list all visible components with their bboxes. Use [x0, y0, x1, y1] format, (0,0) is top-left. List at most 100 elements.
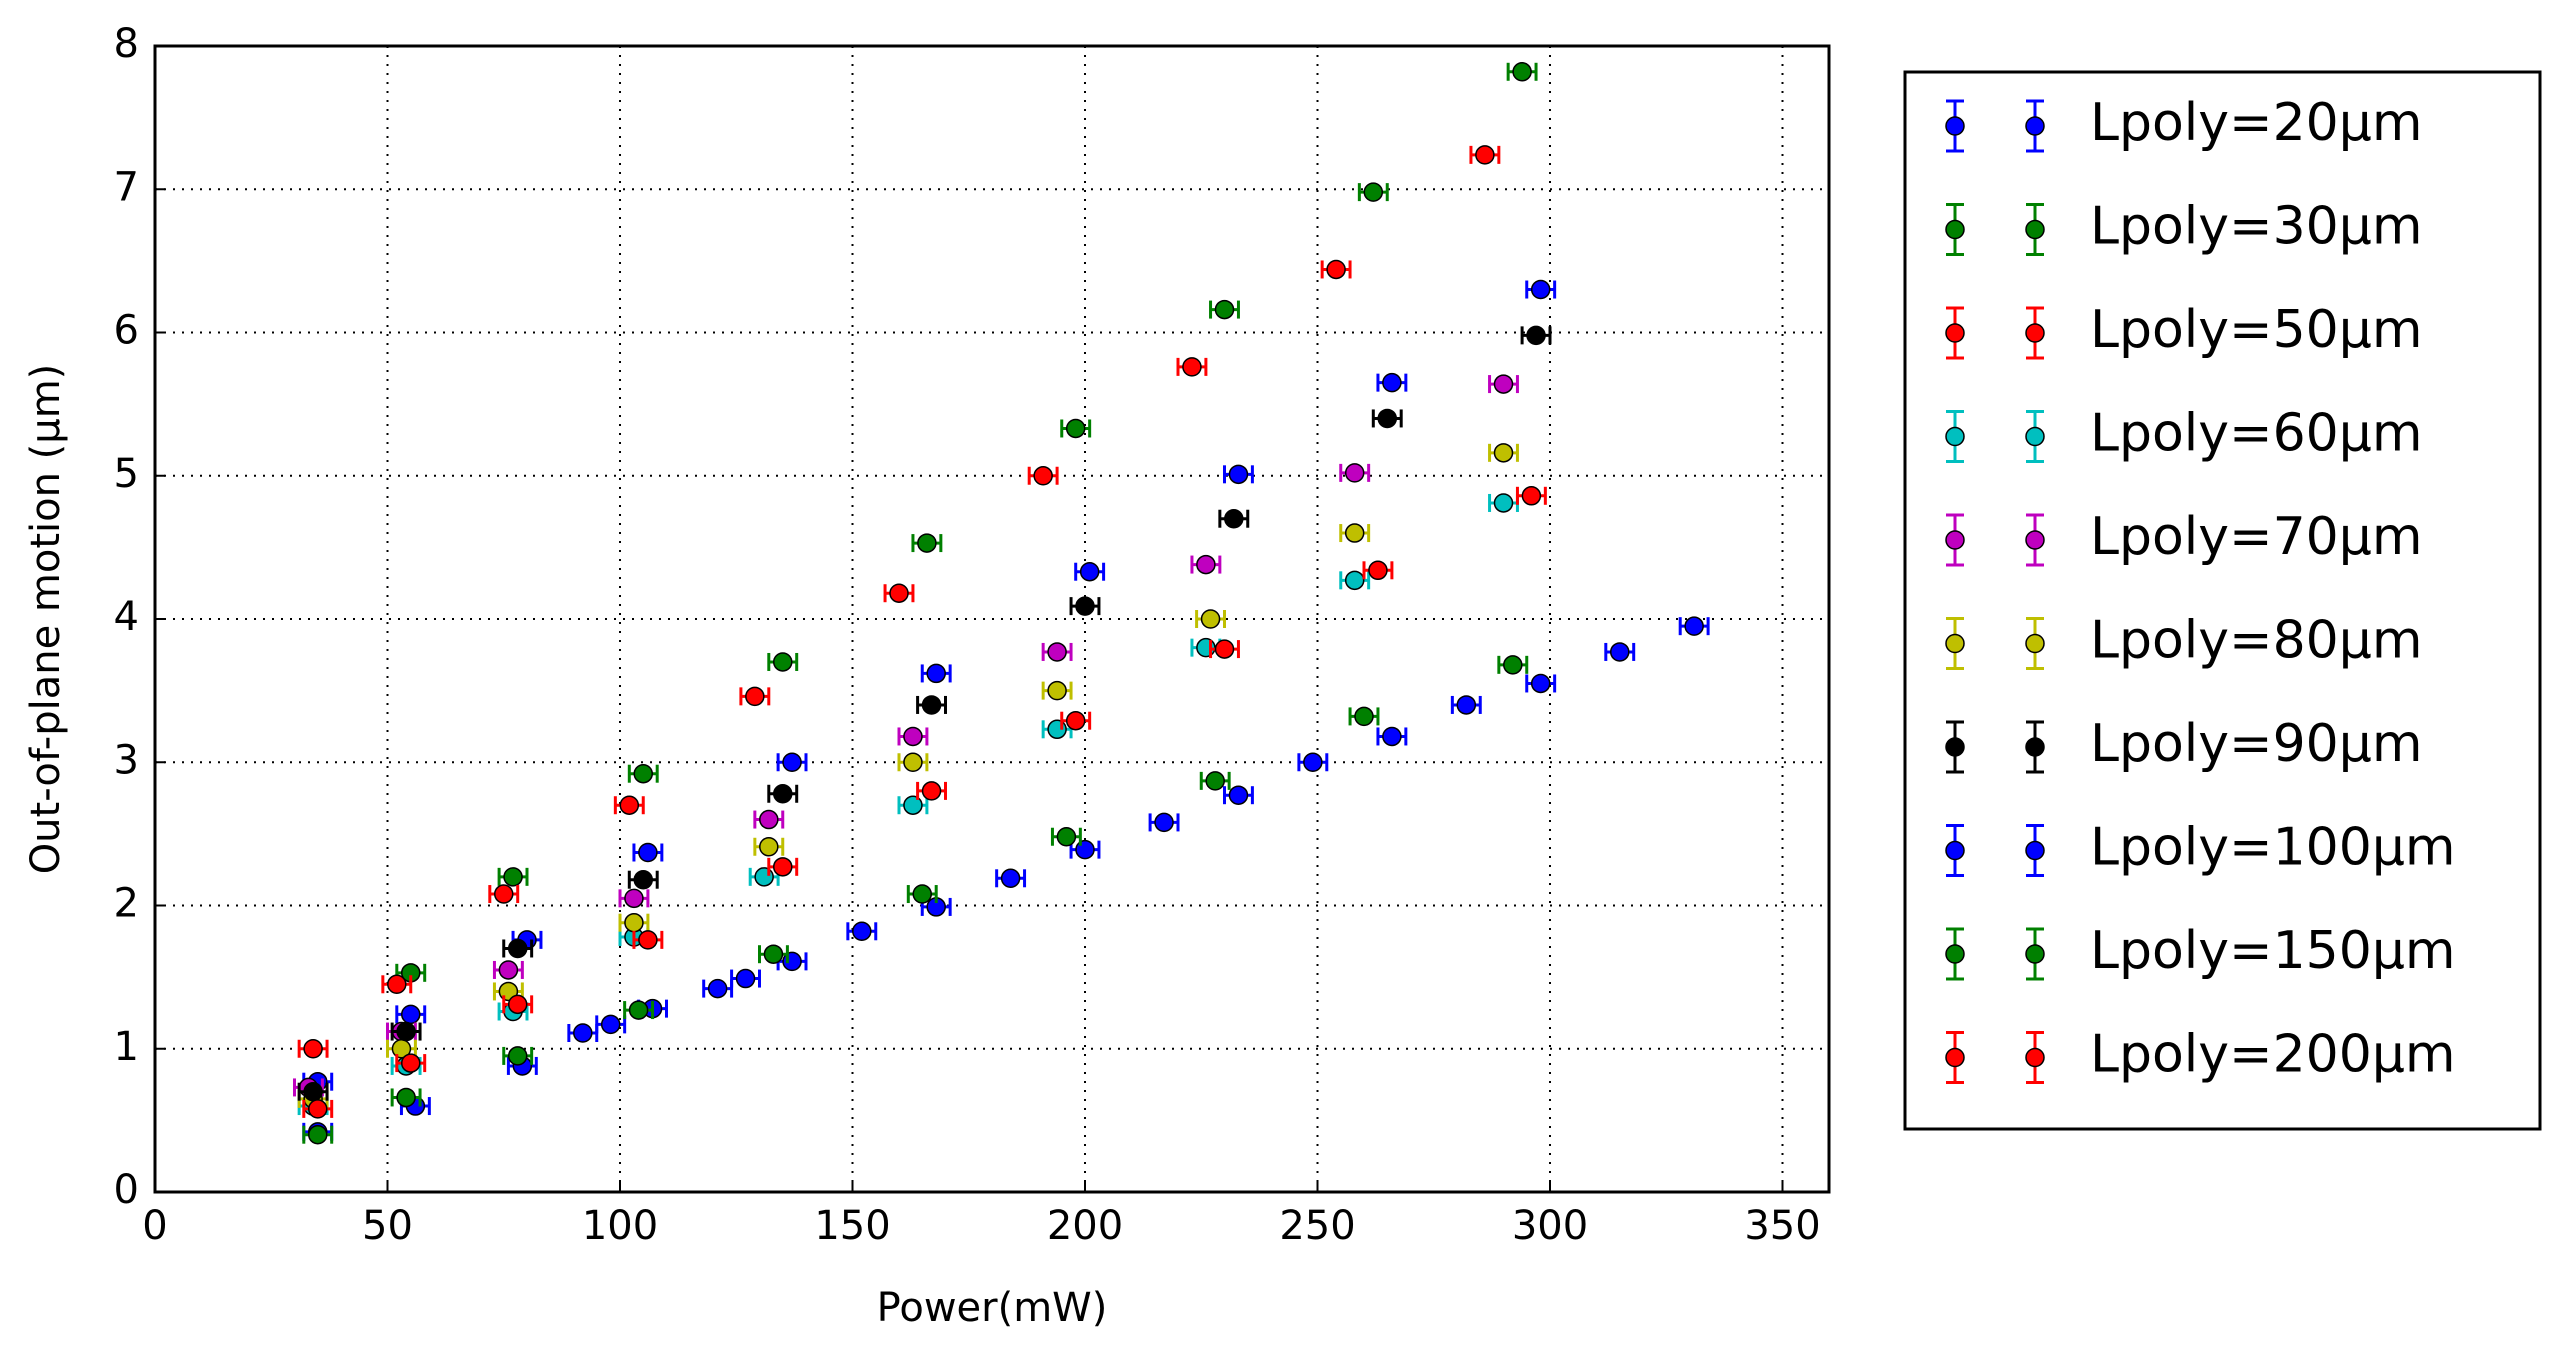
y-tick-label: 3	[114, 737, 139, 783]
point	[624, 888, 644, 909]
point	[600, 1014, 621, 1035]
point	[1493, 493, 1514, 513]
legend-marker	[1945, 944, 1965, 964]
point	[1512, 62, 1532, 82]
point	[759, 809, 779, 830]
point	[1047, 642, 1067, 662]
legend-marker	[2025, 737, 2045, 757]
point	[1228, 464, 1249, 485]
point	[763, 944, 784, 964]
point	[1493, 443, 1514, 463]
point	[1047, 719, 1067, 740]
legend-marker	[1945, 1047, 1965, 1068]
legend-label: Lpoly=150µm	[2090, 921, 2456, 981]
point	[503, 867, 523, 887]
legend-label: Lpoly=70µm	[2090, 507, 2423, 567]
point	[1047, 680, 1067, 701]
point	[1303, 752, 1323, 772]
y-axis-label: Out-of-plane motion (µm)	[23, 364, 69, 875]
point	[303, 1039, 323, 1059]
x-tick-label: 250	[1279, 1203, 1355, 1249]
point	[308, 1124, 328, 1145]
point	[1368, 560, 1388, 581]
point	[1363, 182, 1384, 202]
point	[1526, 325, 1546, 346]
point	[707, 978, 728, 999]
x-tick-label: 0	[142, 1203, 167, 1249]
point	[1075, 596, 1095, 616]
legend-marker	[2025, 840, 2045, 861]
point	[1326, 259, 1346, 280]
point	[1224, 508, 1244, 529]
legend-label: Lpoly=60µm	[2090, 404, 2423, 464]
point	[1354, 706, 1374, 727]
point	[1200, 609, 1221, 629]
legend-label: Lpoly=100µm	[2090, 818, 2456, 878]
point	[494, 884, 514, 904]
legend-marker	[1945, 530, 1965, 550]
point	[1475, 145, 1495, 165]
point	[633, 763, 653, 784]
legend-label: Lpoly=80µm	[2090, 611, 2423, 671]
point	[759, 837, 779, 857]
legend-marker	[2025, 219, 2045, 240]
point	[401, 1004, 421, 1025]
point	[912, 884, 932, 904]
y-tick-label: 5	[114, 451, 139, 497]
point	[1456, 695, 1477, 715]
point	[754, 867, 774, 887]
point	[921, 695, 942, 715]
legend-marker	[2025, 116, 2045, 136]
point	[507, 938, 528, 959]
legend-marker	[1945, 116, 1965, 136]
point	[782, 752, 802, 772]
point	[903, 726, 923, 747]
point	[1530, 279, 1551, 300]
legend-marker	[1945, 323, 1965, 343]
legend-label: Lpoly=90µm	[2090, 714, 2423, 774]
point	[1377, 408, 1397, 429]
point	[1344, 463, 1365, 483]
legend-label: Lpoly=20µm	[2090, 93, 2423, 153]
x-tick-label: 200	[1047, 1203, 1123, 1249]
point	[1344, 523, 1365, 543]
point	[638, 930, 658, 950]
point	[573, 1023, 593, 1043]
legend-label: Lpoly=200µm	[2090, 1025, 2456, 1085]
point	[903, 795, 923, 815]
y-tick-label: 7	[114, 164, 139, 210]
point	[1214, 299, 1235, 320]
legend-marker	[2025, 944, 2045, 964]
point	[921, 781, 942, 801]
legend-marker	[2025, 633, 2045, 654]
point	[387, 974, 407, 995]
point	[735, 968, 756, 989]
legend-marker	[2025, 323, 2045, 343]
point	[1182, 357, 1202, 377]
legend-marker	[1945, 737, 1965, 757]
point	[1065, 418, 1086, 439]
point	[498, 960, 519, 980]
point	[1530, 673, 1551, 694]
point	[1382, 726, 1402, 747]
y-tick-label: 4	[114, 594, 139, 640]
plot-frame	[153, 44, 1831, 1194]
point	[1079, 561, 1100, 582]
point	[1521, 486, 1542, 506]
point	[926, 663, 946, 684]
x-axis-label: Power(mW)	[877, 1285, 1108, 1331]
point	[773, 652, 793, 672]
y-tick-label: 2	[114, 881, 139, 927]
point	[1154, 812, 1174, 833]
legend-marker	[1945, 633, 1965, 654]
point	[1205, 771, 1225, 791]
legend-marker	[2025, 1047, 2045, 1068]
legend-label: Lpoly=50µm	[2090, 300, 2423, 360]
legend-marker	[1945, 219, 1965, 240]
point	[1503, 655, 1523, 675]
x-tick-label: 150	[814, 1203, 890, 1249]
point	[917, 533, 937, 553]
point	[638, 842, 658, 863]
point	[633, 869, 653, 890]
point	[303, 1081, 323, 1102]
